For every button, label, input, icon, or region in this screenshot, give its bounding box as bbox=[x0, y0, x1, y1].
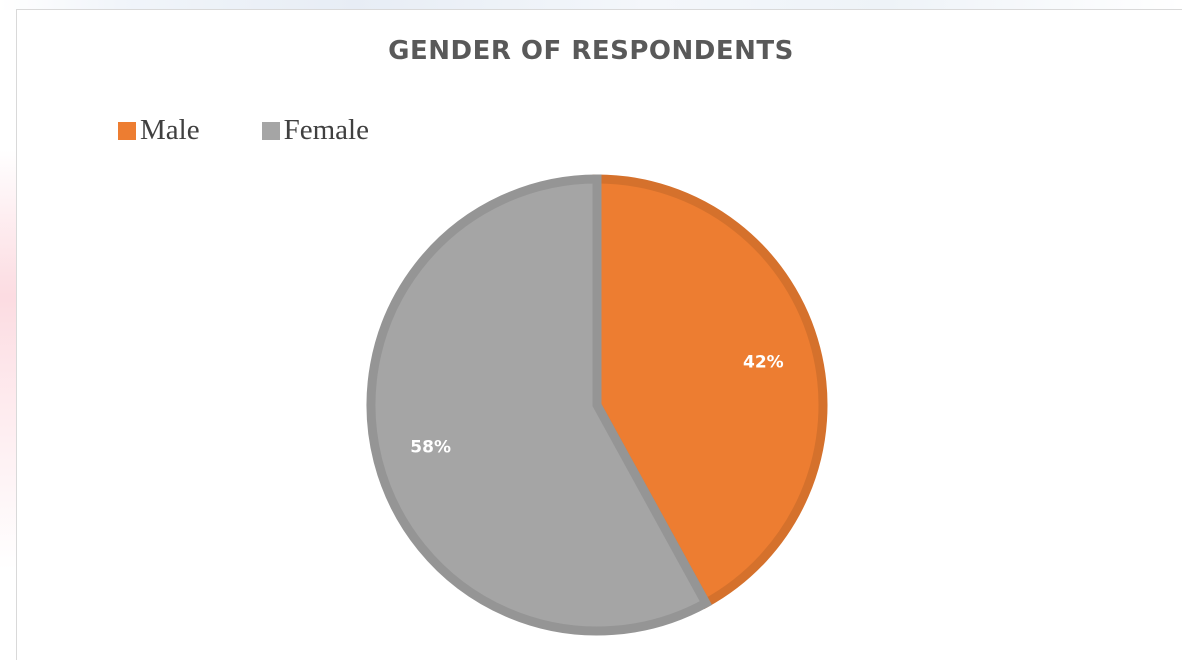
watermark-band bbox=[0, 0, 1182, 10]
chart-title: GENDER OF RESPONDENTS bbox=[388, 36, 794, 66]
legend-swatch-female bbox=[261, 121, 280, 140]
pie-slice-male bbox=[592, 174, 828, 610]
pie-labels: 42% 58% bbox=[410, 352, 783, 457]
pie-slice-female bbox=[366, 174, 712, 636]
pie-slices bbox=[366, 174, 828, 636]
data-label-male: 42% bbox=[743, 352, 784, 372]
legend-label-male: Male bbox=[140, 114, 200, 146]
data-label-female: 58% bbox=[410, 438, 451, 458]
legend-swatch-male bbox=[118, 121, 136, 140]
legend-label-female: Female bbox=[283, 114, 369, 146]
legend: Male Female bbox=[118, 114, 431, 147]
watermark-edge bbox=[0, 150, 16, 570]
legend-item-female: Female bbox=[261, 114, 369, 147]
legend-item-male: Male bbox=[118, 114, 200, 147]
